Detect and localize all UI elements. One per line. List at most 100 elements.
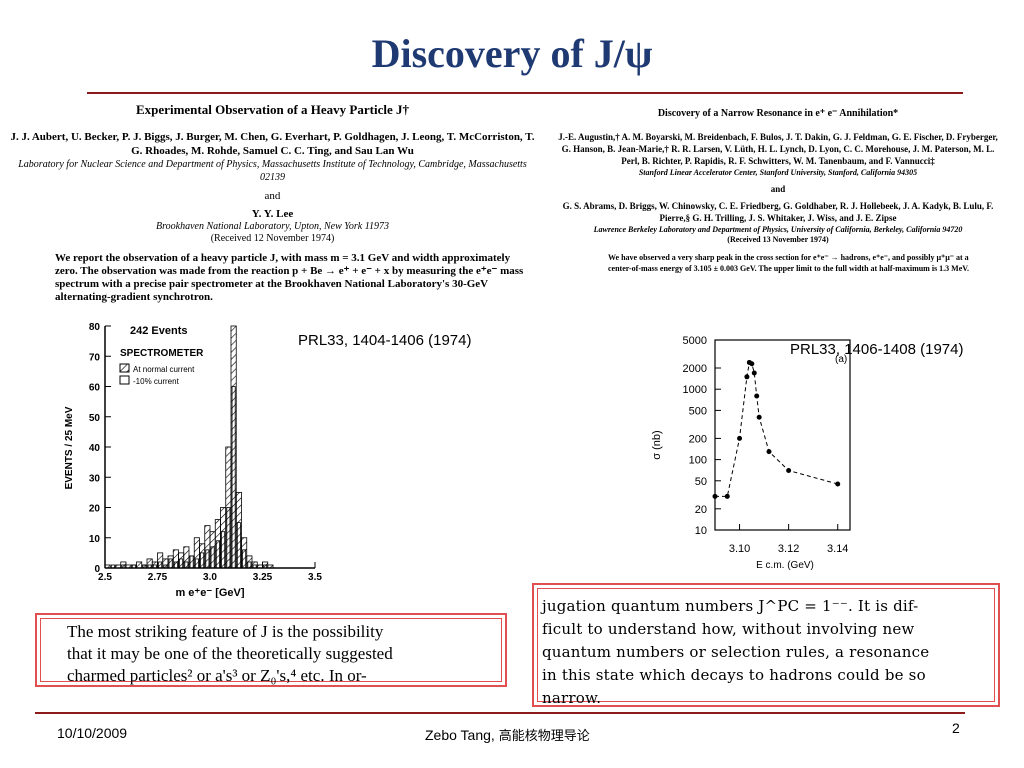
left-paper-institution2: Brookhaven National Laboratory, Upton, N… — [156, 221, 389, 232]
histogram-bar-reduced — [173, 561, 178, 569]
histogram-bar-normal — [125, 564, 132, 569]
histogram-bar-normal — [267, 564, 274, 569]
y-tick-label: 20 — [695, 504, 707, 516]
x-tick-label: 2.5 — [98, 572, 112, 583]
legend-title: SPECTROMETER — [120, 348, 204, 359]
right-quote-line: ficult to understand how, without involv… — [542, 620, 915, 638]
x-axis-label: m e⁺e⁻ [GeV] — [175, 587, 244, 598]
x-tick-label: 3.14 — [827, 543, 848, 555]
panel-label: (a) — [835, 354, 847, 365]
mass-spectrum-histogram: 0 10 20 30 40 50 60 70 80 2.5 2.75 3.0 3.25 3.5 EVENTS… — [64, 322, 322, 598]
left-paper-title: Experimental Observation of a Heavy Part… — [136, 102, 409, 117]
x-tick-label: 2.75 — [148, 572, 168, 583]
y-tick-label: 500 — [689, 405, 707, 417]
title-divider — [87, 92, 963, 94]
histogram-bar-normal — [115, 564, 122, 569]
left-paper-reference: PRL33, 1404-1406 (1974) — [298, 332, 472, 349]
data-point — [751, 370, 757, 376]
right-paper-and: and — [770, 184, 786, 194]
histogram-bar-reduced — [147, 564, 152, 569]
y-tick-label: 10 — [89, 534, 101, 545]
histogram-bar-normal — [256, 564, 263, 569]
histogram-bar-reduced — [131, 564, 136, 569]
right-paper-authors2: G. S. Abrams, D. Briggs, W. Chinowsky, C… — [562, 201, 994, 223]
left-paper-author2: Y. Y. Lee — [251, 208, 294, 220]
right-quote-line: in this state which decays to hadrons co… — [542, 666, 926, 684]
y-tick-label: 100 — [689, 455, 707, 467]
histogram-bar-reduced — [121, 564, 126, 569]
data-point — [756, 414, 762, 420]
y-tick-label: 50 — [89, 413, 101, 424]
histogram-bar-reduced — [226, 507, 231, 569]
histogram-bar-reduced — [168, 558, 173, 569]
legend-label-normal: At normal current — [133, 365, 195, 374]
histogram-bar-reduced — [231, 386, 236, 569]
x-tick-label: 3.12 — [778, 543, 799, 555]
left-quote-line: The most striking feature of J is the po… — [67, 622, 384, 641]
data-point — [786, 468, 792, 474]
data-point — [712, 493, 718, 499]
histogram-bar-reduced — [142, 564, 147, 569]
left-quote-line: charmed particles² or a's³ or Z₀'s,⁴ etc… — [67, 666, 367, 685]
y-tick-label: 50 — [695, 476, 707, 488]
y-tick-label: 40 — [89, 443, 101, 454]
left-quote-box: The most striking feature of J is the po… — [35, 613, 507, 687]
right-quote-line: quantum numbers or selection rules, a re… — [542, 643, 930, 661]
y-tick-label: 5000 — [683, 335, 707, 347]
histogram-bar-reduced — [189, 555, 194, 569]
y-axis-label: EVENTS / 25 MeV — [64, 406, 75, 489]
histogram-bar-reduced — [179, 558, 184, 569]
y-tick-label: 60 — [89, 383, 101, 394]
right-paper-authors: J.-E. Augustin,† A. M. Boyarski, M. Brei… — [558, 132, 998, 166]
right-paper-institution2: Lawrence Berkeley Laboratory and Departm… — [593, 225, 963, 234]
histogram-bar-reduced — [252, 564, 257, 569]
left-paper-authors: J. J. Aubert, U. Becker, P. J. Biggs, J.… — [10, 131, 535, 157]
left-paper-abstract: We report the observation of a heavy par… — [55, 252, 524, 303]
right-paper-institution: Stanford Linear Accelerator Center, Stan… — [638, 168, 918, 177]
histogram-bar-reduced — [184, 561, 189, 569]
histogram-bar-reduced — [158, 561, 163, 569]
legend-label-reduced: -10% current — [133, 377, 180, 386]
histogram-bar-reduced — [200, 552, 205, 569]
x-tick-label: 3.5 — [308, 572, 322, 583]
histogram-bar-reduced — [247, 561, 252, 569]
histogram-bar-reduced — [152, 564, 157, 569]
histogram-bar-normal — [136, 561, 143, 569]
left-paper-header: Experimental Observation of a Heavy Part… — [10, 100, 535, 304]
right-paper-header: Discovery of a Narrow Resonance in e⁺ e⁻… — [558, 108, 998, 274]
y-tick-label: 70 — [89, 352, 101, 363]
data-point — [744, 374, 750, 380]
left-paper-and: and — [264, 190, 281, 202]
y-tick-label: 80 — [89, 322, 101, 333]
right-paper-reference: PRL33, 1406-1408 (1974) — [790, 341, 964, 358]
data-point — [766, 449, 772, 455]
right-paper-received: (Received 13 November 1974) — [727, 235, 829, 244]
data-point — [835, 481, 841, 487]
histogram-bar-reduced — [263, 564, 268, 569]
y-tick-label: 30 — [89, 473, 101, 484]
y-axis-label: σ (nb) — [651, 430, 663, 459]
x-tick-label: 3.0 — [203, 572, 217, 583]
fit-curve — [715, 361, 838, 497]
event-count-annotation: 242 Events — [130, 325, 187, 337]
cross-section-plot: 10 20 50 100 200 500 1000 2000 5000 3.10 3.12 3.14 σ… — [651, 335, 851, 571]
y-tick-label: 10 — [695, 525, 707, 537]
legend-swatch-normal — [119, 363, 130, 373]
y-tick-label: 20 — [89, 504, 101, 515]
histogram-bar-reduced — [210, 546, 215, 569]
histogram-bar-reduced — [242, 549, 247, 569]
histogram-bar-reduced — [236, 522, 241, 569]
page-number: 2 — [952, 720, 960, 736]
left-paper-institution: Laboratory for Nuclear Science and Depar… — [18, 159, 527, 183]
page-title: Discovery of J/ψ — [371, 31, 653, 76]
footer-course: 高能核物理导论 — [498, 729, 590, 744]
footer-date: 10/10/2009 — [57, 725, 128, 741]
histogram-bar-reduced — [163, 564, 168, 569]
y-tick-label: 1000 — [683, 384, 707, 396]
right-quote-box: jugation quantum numbers J^PC = 1⁻⁻. It … — [532, 583, 1000, 707]
y-tick-label: 200 — [689, 433, 707, 445]
footer-author: Zebo Tang, 高能核物理导论 — [425, 725, 590, 744]
x-tick-label: 3.10 — [729, 543, 750, 555]
data-point — [737, 435, 743, 441]
histogram-bar-reduced — [205, 549, 210, 569]
